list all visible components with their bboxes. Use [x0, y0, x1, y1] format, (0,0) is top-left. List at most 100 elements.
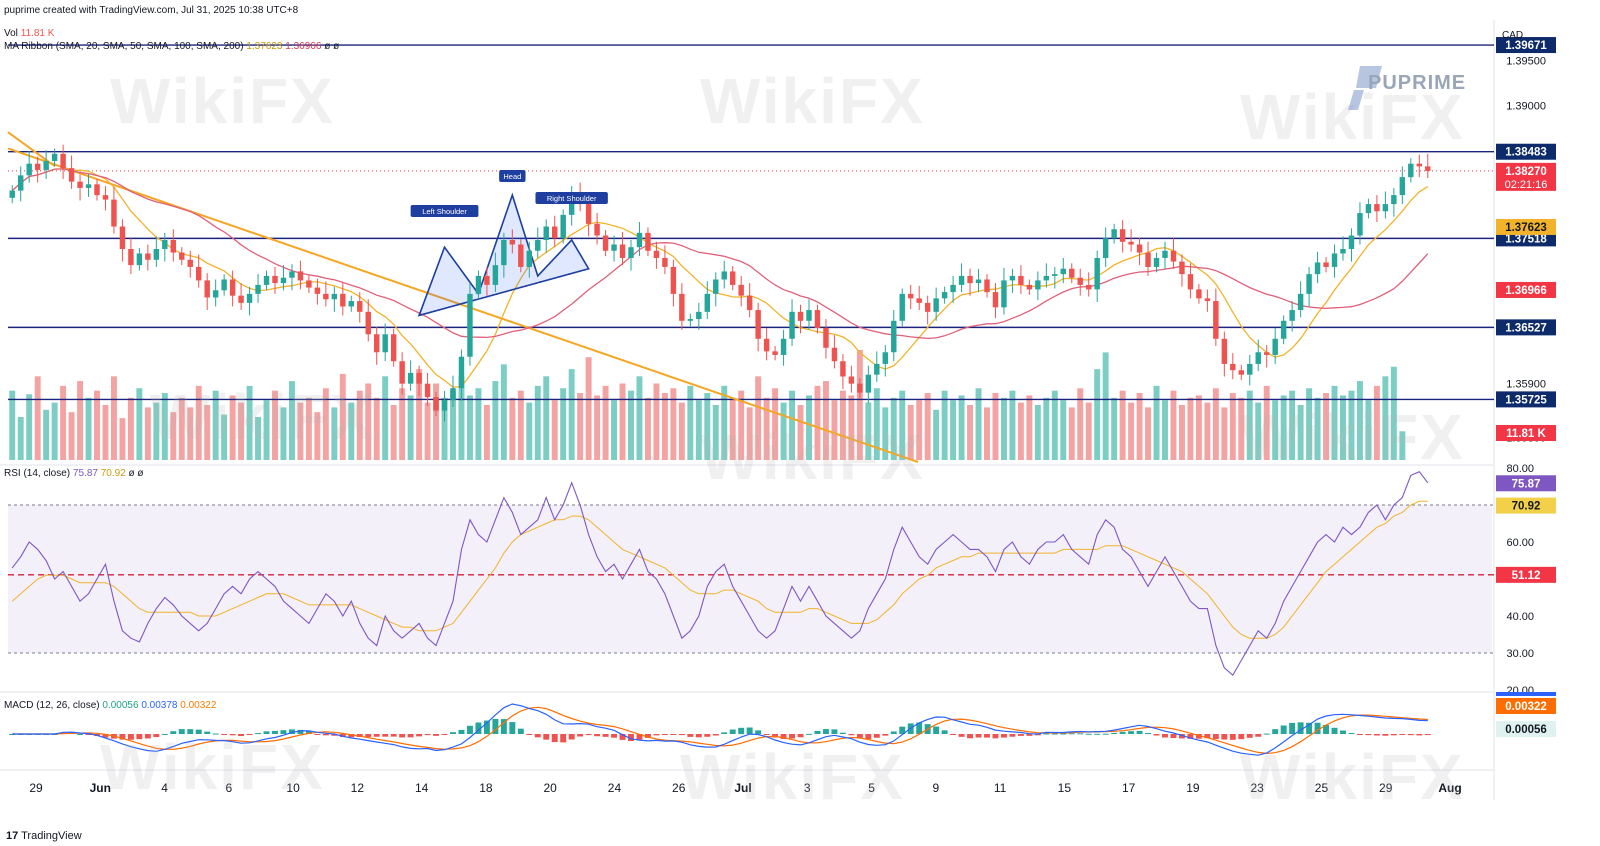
macd-histogram-bar [1170, 734, 1177, 739]
last-price-badge-bg [1496, 162, 1556, 191]
candle-body [1128, 241, 1134, 245]
macd-signal-badge-bg [1496, 698, 1556, 714]
volume-bar [1373, 385, 1380, 460]
macd-legend[interactable]: MACD (12, 26, close) 0.00056 0.00378 0.0… [4, 700, 216, 711]
candle-body [1416, 163, 1422, 167]
volume-bar [772, 388, 779, 460]
macd-histogram-bar [314, 734, 321, 735]
macd-histogram-bar [789, 734, 796, 739]
candle-body [950, 284, 956, 293]
ma-ribbon-label: MA Ribbon (SMA, 20, SMA, 50, SMA, 100, S… [4, 41, 244, 52]
volume-bar [1289, 390, 1296, 460]
ma-ribbon-legend[interactable]: MA Ribbon (SMA, 20, SMA, 50, SMA, 100, S… [4, 41, 339, 52]
volume-bar [288, 381, 295, 460]
volume-bar [763, 397, 770, 460]
candle-body [1086, 284, 1092, 290]
macd-histogram-bar [1043, 733, 1050, 735]
volume-bar [712, 405, 719, 460]
volume-bar [1340, 395, 1346, 460]
candle-body [1060, 268, 1066, 275]
candle-body [713, 279, 719, 294]
candle-body [263, 275, 270, 285]
macd-histogram-bar [543, 734, 550, 740]
volume-bar [755, 376, 762, 460]
macd-histogram-bar [1221, 734, 1228, 740]
candle-body [136, 253, 143, 266]
candle-body [77, 181, 83, 188]
volume-bar [678, 402, 685, 460]
volume-bar [272, 390, 278, 460]
ma20-badge: 1.37623 [1505, 222, 1547, 234]
macd-histogram-bar [475, 722, 482, 734]
rsi-legend[interactable]: RSI (14, close) 75.87 70.92 ø ø [4, 468, 144, 479]
volume-bar [331, 407, 338, 460]
ma50-badge-bg [1496, 281, 1556, 298]
macd-histogram-bar [721, 732, 728, 734]
candle-body [738, 284, 744, 296]
macd-histogram-bar [636, 734, 643, 740]
time-axis-label: 20 [544, 781, 558, 795]
ma50-line [11, 168, 1429, 340]
volume-legend[interactable]: Vol 11.81 K [4, 28, 54, 39]
time-axis-label: 11 [994, 781, 1007, 795]
volume-bar [1323, 393, 1330, 460]
volume-bar [390, 405, 397, 460]
candle-body [679, 293, 685, 321]
macd-histogram-bar [229, 734, 236, 736]
macd-histogram-bar [831, 729, 838, 734]
volume-bar [238, 402, 245, 460]
volume-bar [441, 397, 448, 460]
volume-bar [899, 390, 906, 460]
volume-bar [1238, 397, 1245, 460]
volume-bar [1280, 395, 1287, 460]
ma20-line [11, 168, 1429, 388]
candle-body [212, 290, 219, 298]
volume-bar [509, 397, 516, 460]
macd-histogram-bar [1263, 733, 1270, 735]
volume-bar [1382, 376, 1389, 460]
volume-bar [170, 412, 177, 460]
candle-body [645, 232, 651, 251]
candle-body [441, 399, 448, 411]
volume-bar [424, 402, 431, 460]
macd-histogram-bar [577, 734, 584, 737]
volume-legend-label: Vol [4, 28, 18, 39]
macd-histogram-bar [1399, 734, 1406, 735]
candle-body [390, 334, 397, 362]
volume-bar [1077, 388, 1084, 460]
volume-bar [1331, 385, 1338, 460]
volume-bar [102, 405, 109, 460]
level-badge: 1.39671 [1505, 40, 1547, 52]
tradingview-footer[interactable]: 17 TradingView [6, 830, 82, 842]
candle-body [670, 266, 677, 294]
volume-bar [26, 394, 33, 460]
volume-bar [992, 393, 999, 460]
macd-histogram-bar [1356, 734, 1363, 735]
macd-histogram-bar [322, 734, 329, 736]
macd-histogram-bar [1323, 724, 1330, 734]
volume-bar [526, 402, 533, 460]
candle-body [1145, 252, 1151, 267]
candle-body [543, 226, 549, 240]
macd-histogram-bar [950, 734, 957, 735]
macd-histogram-bar [450, 732, 456, 734]
volume-bar [204, 405, 211, 460]
candle-body [628, 247, 634, 258]
candle-body [179, 252, 185, 260]
time-axis-label: 6 [225, 781, 232, 795]
candle-body [746, 295, 753, 311]
volume-bar [382, 376, 389, 460]
macd-histogram-bar [399, 734, 406, 738]
volume-bar [1119, 390, 1126, 460]
volume-badge-bg [1496, 425, 1556, 441]
macd-histogram-bar [729, 729, 736, 734]
candle-body [1306, 274, 1312, 294]
candle-body [806, 310, 812, 321]
ma-ribbon-value-rest: ø ø [324, 41, 340, 52]
candle-body [602, 235, 609, 251]
candle-body [119, 226, 126, 249]
volume-bar [611, 400, 618, 460]
macd-histogram-bar [1085, 733, 1092, 735]
